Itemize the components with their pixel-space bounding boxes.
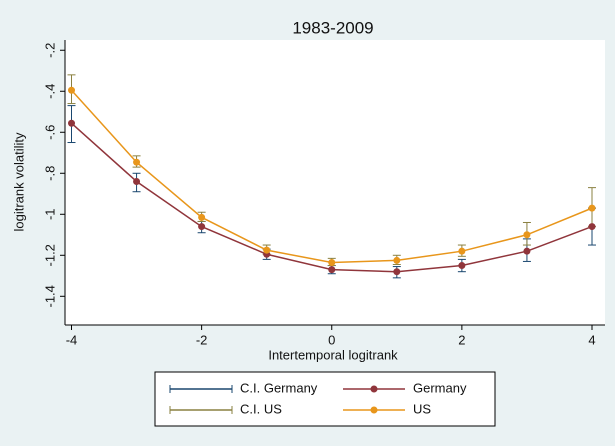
point [68, 119, 76, 127]
chart-title: 1983-2009 [292, 18, 373, 37]
point [133, 177, 141, 185]
legend-label: US [413, 401, 431, 416]
point [328, 258, 336, 266]
y-tick-label: -1.2 [42, 244, 57, 266]
x-axis-title: Intertemporal logitrank [268, 347, 398, 362]
plot-area [65, 40, 605, 325]
point [68, 86, 76, 94]
point [198, 213, 206, 221]
point [523, 247, 531, 255]
x-tick-label: -4 [66, 332, 78, 347]
point [328, 266, 336, 274]
point [393, 256, 401, 264]
y-tick-label: -.8 [42, 166, 57, 181]
x-tick-label: -2 [196, 332, 208, 347]
x-tick-label: 4 [588, 332, 595, 347]
point [393, 268, 401, 276]
x-tick-label: 0 [328, 332, 335, 347]
point [588, 204, 596, 212]
point [133, 158, 141, 166]
legend-label: Germany [413, 380, 467, 395]
legend-swatch-marker [370, 406, 378, 414]
y-tick-label: -.2 [42, 43, 57, 58]
y-tick-label: -.4 [42, 84, 57, 99]
point [198, 223, 206, 231]
y-tick-label: -1 [42, 208, 57, 220]
legend-label: C.I. US [240, 401, 282, 416]
y-axis-title: logitrank volatility [11, 132, 26, 231]
legend-label: C.I. Germany [240, 380, 318, 395]
legend-swatch-marker [370, 385, 378, 393]
point [458, 247, 466, 255]
y-tick-label: -1.4 [42, 285, 57, 307]
point [458, 262, 466, 270]
x-tick-label: 2 [458, 332, 465, 347]
point [588, 223, 596, 231]
point [263, 246, 271, 254]
point [523, 231, 531, 239]
legend [154, 371, 496, 427]
y-tick-label: -.6 [42, 125, 57, 140]
